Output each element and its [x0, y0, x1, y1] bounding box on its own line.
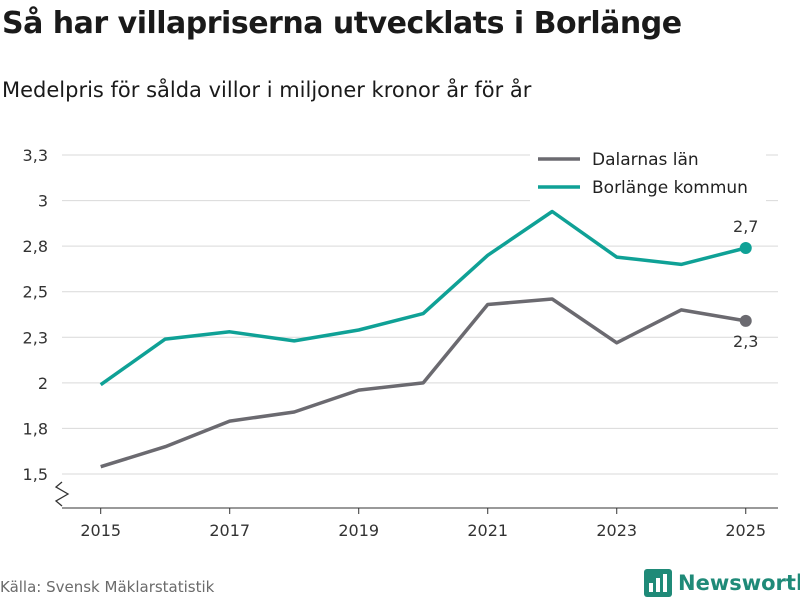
y-axis-break — [54, 481, 70, 507]
y-tick-label: 2,5 — [23, 283, 48, 302]
y-tick-label: 2 — [38, 374, 48, 393]
series-lines: 2,3 2,7 — [99, 209, 758, 469]
brand-logo: Newsworthy — [644, 569, 800, 597]
end-value-label: 2,3 — [733, 332, 758, 351]
line-chart: 1,5 1,8 2 2,3 2,5 2,8 3 3,3 2015 2017 2019 2021 2023… — [23, 145, 778, 540]
end-value-label: 2,7 — [733, 217, 758, 236]
y-tick-label: 2,8 — [23, 237, 48, 256]
series-line-1 — [99, 209, 747, 387]
legend-entry: Dalarnas län — [592, 150, 699, 170]
x-tick-label: 2023 — [596, 521, 637, 540]
y-tick-label: 3,3 — [23, 146, 48, 165]
axes: 1,5 1,8 2 2,3 2,5 2,8 3 3,3 2015 2017 2019 2021 2023… — [23, 146, 778, 540]
brand-name: Newsworthy — [678, 571, 800, 595]
y-tick-label: 2,3 — [23, 328, 48, 347]
series-end-marker — [739, 241, 752, 254]
y-tick-label: 1,8 — [23, 419, 48, 438]
y-tick-label: 1,5 — [23, 465, 48, 484]
legend-entry: Borlänge kommun — [592, 178, 748, 198]
series-line-0 — [100, 297, 746, 469]
y-tick-label: 3 — [38, 192, 48, 211]
x-tick-label: 2019 — [338, 521, 379, 540]
series-end-marker — [739, 314, 752, 327]
chart-subtitle: Medelpris för sålda villor i miljoner kr… — [2, 78, 532, 102]
x-tick-label: 2021 — [467, 521, 508, 540]
x-tick-label: 2025 — [725, 521, 766, 540]
legend: Dalarnas län Borlänge kommun — [530, 145, 766, 205]
x-tick-label: 2015 — [80, 521, 121, 540]
newsworthy-icon — [644, 569, 672, 597]
x-tick-label: 2017 — [209, 521, 250, 540]
chart-title: Så har villapriserna utvecklats i Borlän… — [2, 6, 682, 41]
legend-box — [530, 145, 766, 205]
source-note: Källa: Svensk Mäklarstatistik — [0, 578, 215, 596]
